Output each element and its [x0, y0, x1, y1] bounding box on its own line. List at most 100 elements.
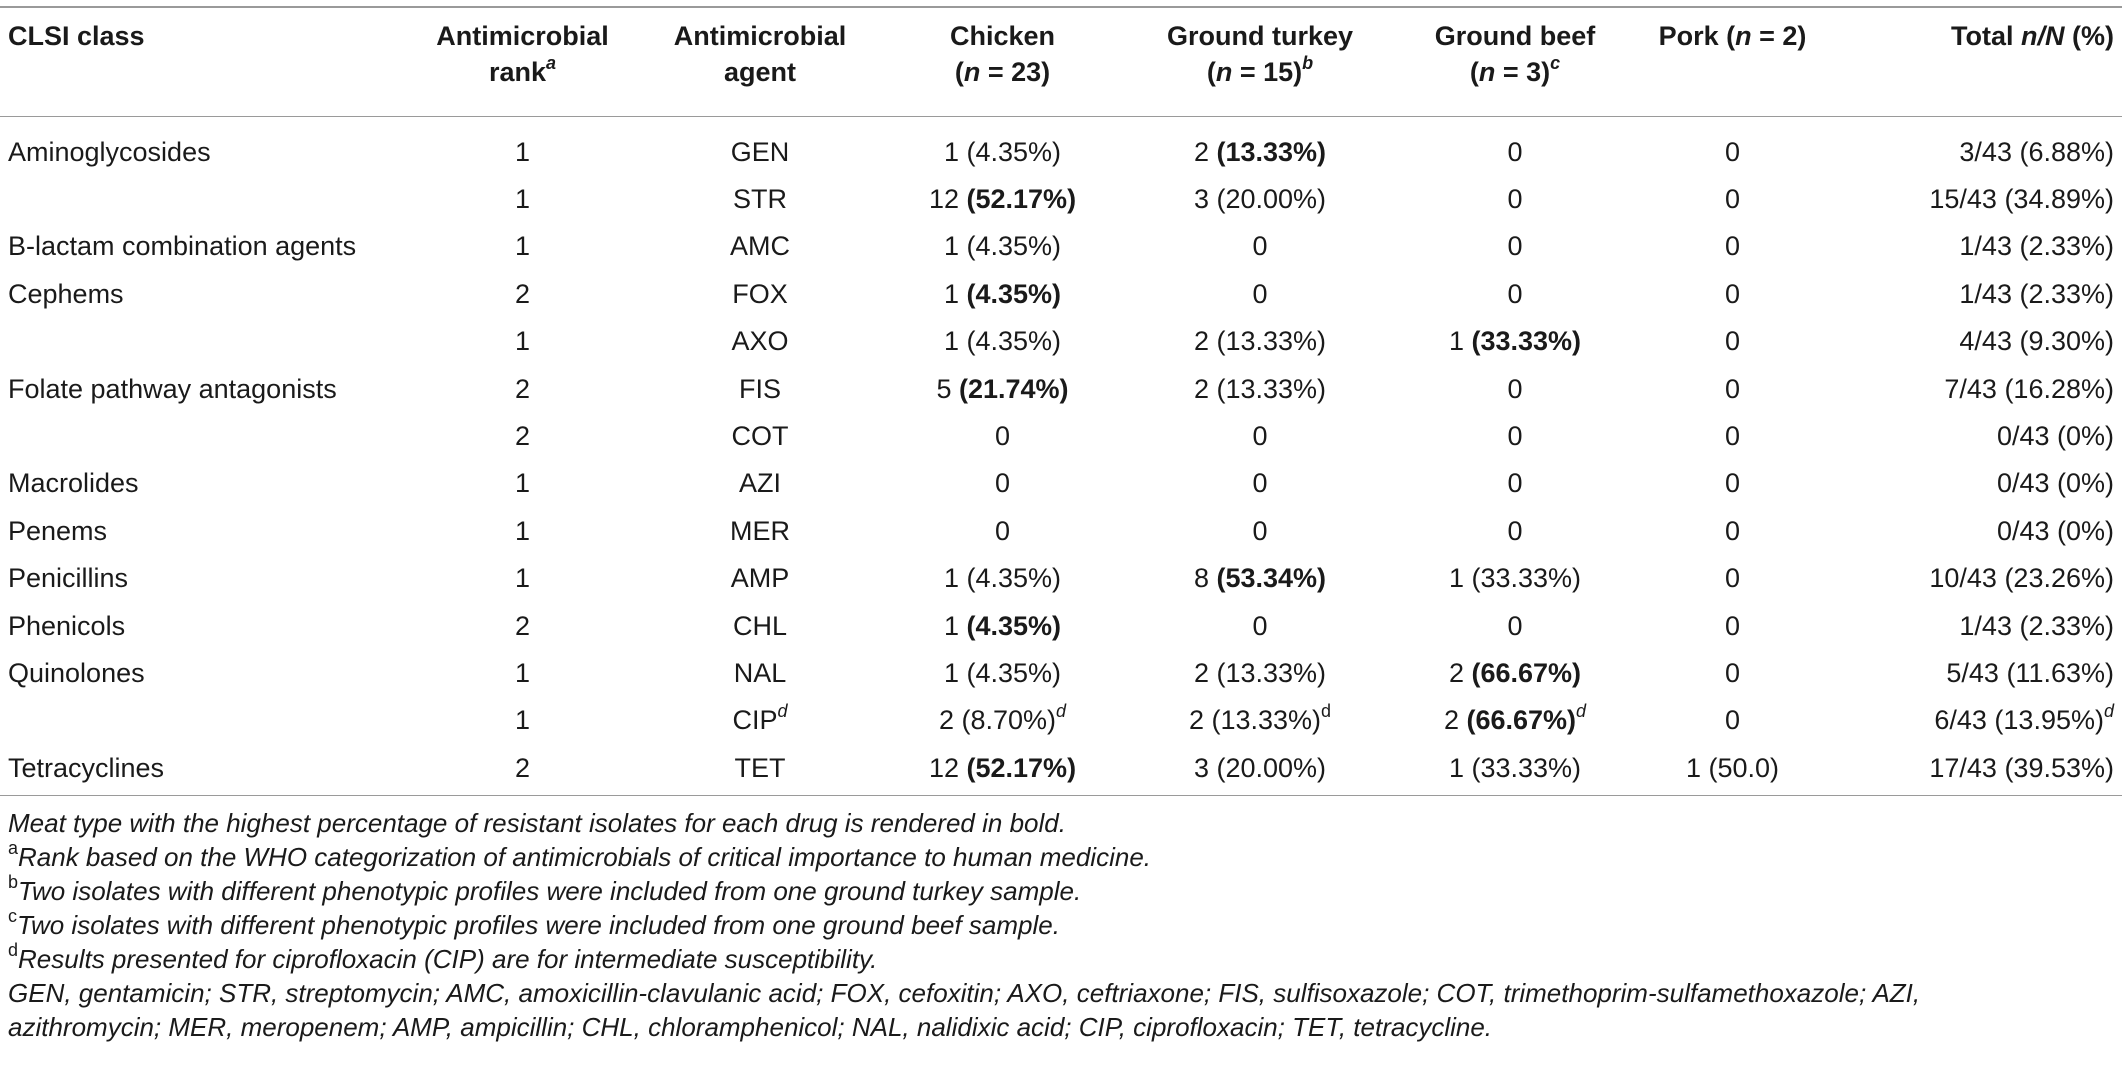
cell-turkey: 2 (13.33%): [1193, 136, 1327, 167]
cell-beef: 1 (33.33%): [1448, 752, 1582, 783]
cell-agent: AMC: [730, 231, 790, 262]
cell-agent: TET: [734, 752, 786, 783]
table-row: Cephems 2 FOX 1 (4.35%) 0 0 0 1/43 (2.33%): [0, 270, 2122, 317]
cell-total: 5/43 (11.63%): [1946, 657, 2114, 688]
cell-chicken: 12 (52.17%): [928, 184, 1077, 215]
header-total: Total n/N (%): [1951, 21, 2114, 51]
cell-pork: 0: [1724, 563, 1741, 594]
header-ground-beef: Ground beef (n = 3)c: [1434, 21, 1596, 87]
cell-turkey: 2 (13.33%): [1193, 657, 1327, 688]
cell-pork: 0: [1724, 515, 1741, 546]
cell-chicken: 5 (21.74%): [936, 373, 1069, 404]
cell-turkey: 2 (13.33%)d: [1188, 701, 1332, 736]
table-row: Penicillins 1 AMP 1 (4.35%) 8 (53.34%) 1 (33.…: [0, 555, 2122, 602]
footnotes: Meat type with the highest percentage of…: [8, 806, 2114, 1044]
cell-clsi-class: [0, 412, 400, 459]
cell-beef: 1 (33.33%): [1448, 563, 1582, 594]
footnote-d: dResults presented for ciprofloxacin (CI…: [8, 940, 878, 974]
cell-rank: 2: [514, 752, 531, 783]
cell-beef: 2 (66.67%): [1448, 657, 1582, 688]
table-row: 1 AXO 1 (4.35%) 2 (13.33%) 1 (33.33%) 0 4/43 (…: [0, 318, 2122, 365]
table-row: Quinolones 1 NAL 1 (4.35%) 2 (13.33%) 2 (66.6…: [0, 649, 2122, 696]
cell-turkey: 0: [1252, 468, 1268, 499]
cell-turkey: 2 (13.33%): [1193, 373, 1327, 404]
cell-clsi-class: Folate pathway antagonists: [8, 373, 337, 404]
cell-beef: 0: [1507, 184, 1523, 215]
cell-turkey: 2 (13.33%): [1193, 326, 1327, 357]
header-clsi-class: CLSI class: [8, 21, 145, 51]
cell-rank: 1: [514, 326, 531, 357]
cell-agent: FIS: [738, 373, 781, 404]
cell-pork: 0: [1724, 705, 1741, 736]
cell-chicken: 2 (8.70%)d: [938, 701, 1067, 736]
cell-chicken: 0: [994, 515, 1011, 546]
cell-beef: 0: [1507, 278, 1523, 309]
cell-pork: 0: [1724, 136, 1741, 167]
cell-clsi-class: Penems: [8, 515, 108, 546]
cell-chicken: 1 (4.35%): [943, 278, 1062, 309]
header-ground-turkey: Ground turkey (n = 15)b: [1166, 21, 1354, 87]
cell-total: 0/43 (0%): [1996, 515, 2114, 546]
cell-clsi-class: [0, 318, 400, 365]
cell-rank: 1: [514, 705, 531, 736]
table-row: Aminoglycosides 1 GEN 1 (4.35%) 2 (13.33%) 0 0…: [0, 128, 2122, 175]
cell-rank: 1: [514, 468, 531, 499]
cell-total: 10/43 (23.26%): [1929, 563, 2114, 594]
cell-beef: 1 (33.33%): [1448, 326, 1582, 357]
cell-beef: 0: [1507, 231, 1523, 262]
table-row: Phenicols 2 CHL 1 (4.35%) 0 0 0 1/43 (2.33%): [0, 602, 2122, 649]
cell-turkey: 0: [1252, 610, 1268, 641]
cell-chicken: 1 (4.35%): [943, 563, 1062, 594]
cell-rank: 1: [514, 657, 531, 688]
cell-agent: FOX: [732, 278, 788, 309]
cell-clsi-class: Penicillins: [8, 563, 129, 594]
cell-total: 1/43 (2.33%): [1959, 231, 2114, 262]
footnote-b: bTwo isolates with different phenotypic …: [8, 872, 1082, 906]
cell-agent: GEN: [730, 136, 790, 167]
cell-clsi-class: [0, 175, 400, 222]
cell-chicken: 1 (4.35%): [943, 231, 1062, 262]
cell-agent: STR: [733, 184, 787, 215]
cell-beef: 0: [1507, 610, 1523, 641]
cell-beef: 2 (66.67%)d: [1443, 701, 1587, 736]
cell-beef: 0: [1507, 136, 1523, 167]
cell-clsi-class: Cephems: [8, 278, 124, 309]
cell-rank: 1: [514, 231, 531, 262]
cell-agent: COT: [731, 421, 789, 452]
cell-rank: 1: [514, 515, 531, 546]
cell-chicken: 1 (4.35%): [943, 326, 1062, 357]
cell-total: 0/43 (0%): [1996, 468, 2114, 499]
cell-turkey: 0: [1252, 231, 1268, 262]
cell-turkey: 0: [1252, 421, 1268, 452]
header-rule: [0, 116, 2122, 117]
cell-total: 1/43 (2.33%): [1959, 278, 2114, 309]
cell-chicken: 1 (4.35%): [943, 136, 1062, 167]
header-chicken: Chicken (n = 23): [949, 21, 1056, 87]
table-body: Aminoglycosides 1 GEN 1 (4.35%) 2 (13.33%) 0 0…: [0, 128, 2122, 791]
table-row: 1 STR 12 (52.17%) 3 (20.00%) 0 0 15/43 (34.89%…: [0, 175, 2122, 222]
table-row: 2 COT 0 0 0 0 0/43 (0%): [0, 412, 2122, 459]
cell-agent: NAL: [733, 657, 787, 688]
cell-pork: 0: [1724, 231, 1741, 262]
cell-rank: 2: [514, 278, 531, 309]
cell-pork: 0: [1724, 468, 1741, 499]
cell-clsi-class: Tetracyclines: [8, 752, 165, 783]
cell-total: 15/43 (34.89%): [1929, 184, 2114, 215]
footnote-bold-note: Meat type with the highest percentage of…: [8, 808, 1066, 838]
cell-chicken: 1 (4.35%): [943, 610, 1062, 641]
cell-chicken: 0: [994, 468, 1011, 499]
cell-clsi-class: B-lactam combination agents: [8, 231, 357, 262]
cell-pork: 0: [1724, 373, 1741, 404]
cell-beef: 0: [1507, 421, 1523, 452]
cell-pork: 0: [1724, 421, 1741, 452]
cell-pork: 0: [1724, 278, 1741, 309]
table-row: Penems 1 MER 0 0 0 0 0/43 (0%): [0, 507, 2122, 554]
cell-rank: 1: [514, 184, 531, 215]
footnote-c: cTwo isolates with different phenotypic …: [8, 906, 1060, 940]
cell-beef: 0: [1507, 468, 1523, 499]
table-row: 1 CIPd 2 (8.70%)d 2 (13.33%)d 2 (66.67%)d 0 6/…: [0, 697, 2122, 744]
cell-total: 3/43 (6.88%): [1959, 136, 2114, 167]
cell-agent: AMP: [730, 563, 790, 594]
cell-rank: 1: [514, 563, 531, 594]
top-rule: [0, 6, 2122, 8]
